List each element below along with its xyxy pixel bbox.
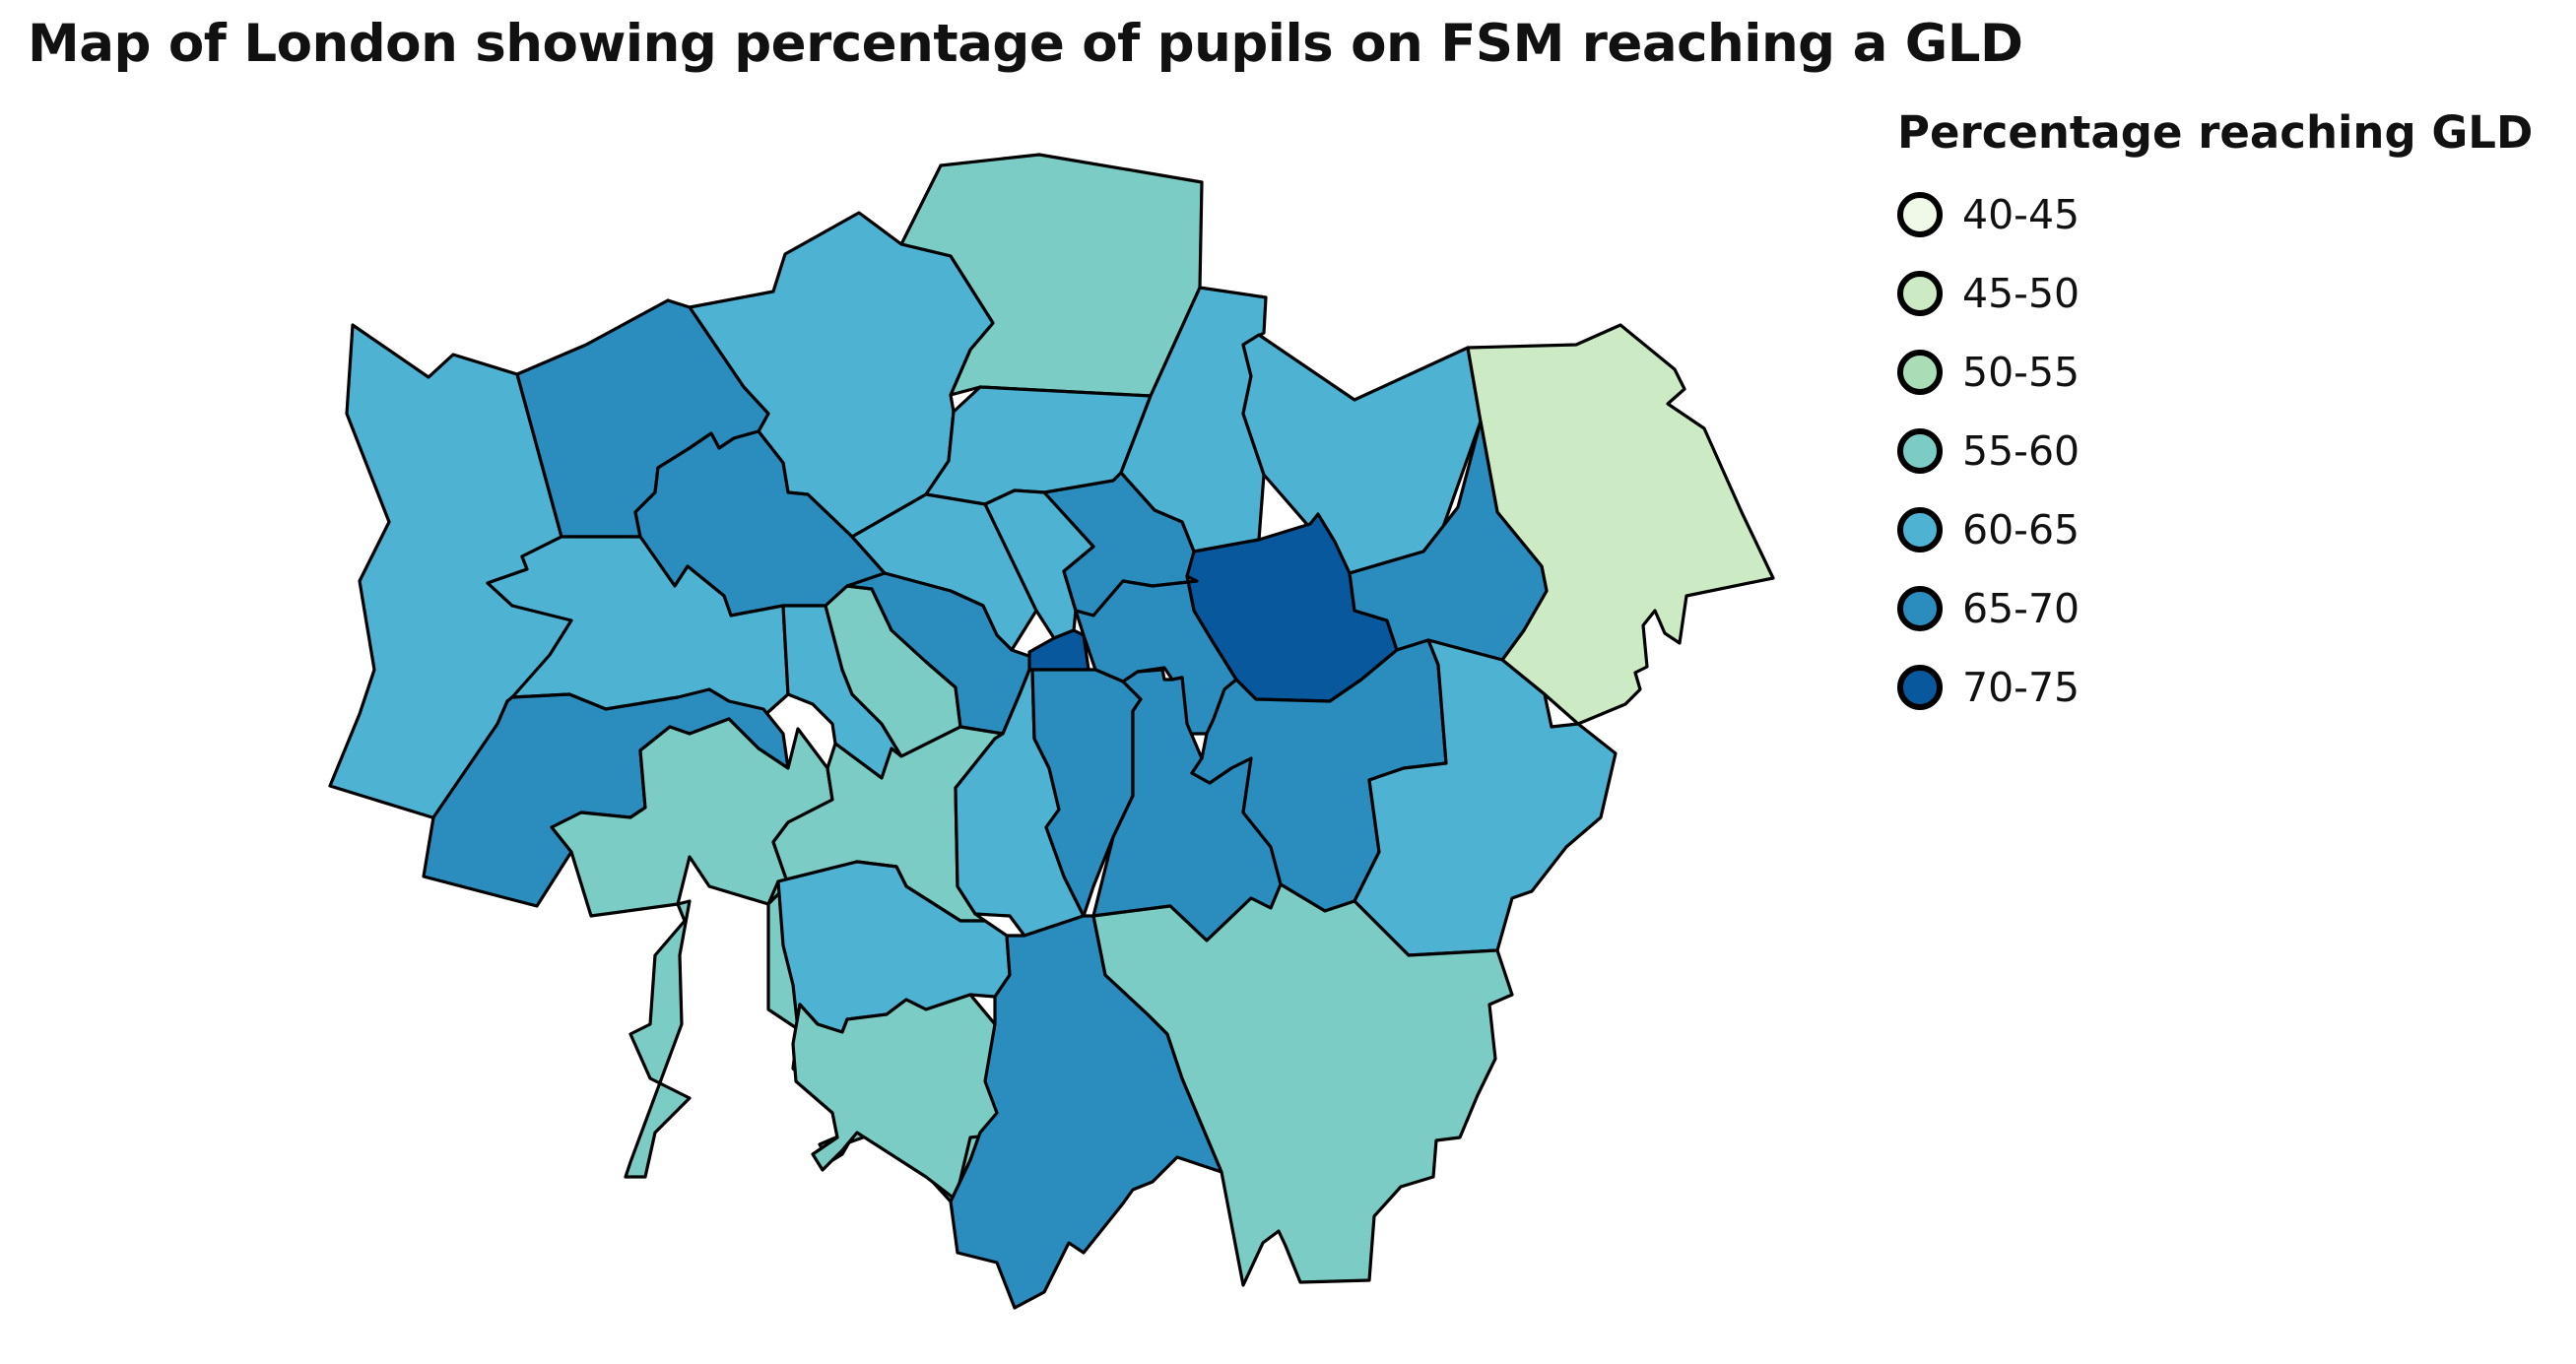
legend-swatch [1897, 428, 1943, 474]
region-richmond[interactable] [550, 717, 834, 1179]
region-havering[interactable] [1466, 323, 1775, 726]
legend-label: 40-45 [1962, 191, 2081, 238]
map-title: Map of London showing percentage of pupi… [28, 14, 2023, 74]
legend-label: 50-55 [1962, 349, 2081, 396]
region-bromley[interactable] [1091, 882, 1514, 1287]
legend-label: 70-75 [1962, 664, 2081, 711]
legend-item: 40-45 [1897, 175, 2533, 254]
region-city-of-london[interactable] [1027, 628, 1090, 672]
legend-swatch [1897, 192, 1943, 237]
map-legend: Percentage reaching GLD 40-45 45-50 50-5… [1897, 106, 2533, 727]
legend-swatch [1897, 586, 1943, 631]
legend-swatch [1897, 350, 1943, 395]
legend-swatch [1897, 507, 1943, 552]
legend-label: 65-70 [1962, 585, 2081, 632]
legend-item: 70-75 [1897, 648, 2533, 727]
legend-item: 45-50 [1897, 254, 2533, 333]
legend-swatch [1897, 665, 1943, 710]
region-barking-dagenham[interactable] [1348, 420, 1549, 662]
legend-swatch [1897, 271, 1943, 316]
legend-title: Percentage reaching GLD [1897, 106, 2534, 159]
legend-label: 45-50 [1962, 270, 2081, 317]
legend-item: 55-60 [1897, 412, 2533, 490]
legend-label: 55-60 [1962, 427, 2081, 475]
region-bexley[interactable] [1353, 638, 1618, 957]
region-croydon[interactable] [949, 914, 1223, 1310]
legend-label: 60-65 [1962, 506, 2081, 553]
legend-item: 50-55 [1897, 333, 2533, 412]
legend-item: 60-65 [1897, 490, 2533, 569]
legend-item: 65-70 [1897, 569, 2533, 648]
region-sutton[interactable] [791, 993, 1017, 1202]
